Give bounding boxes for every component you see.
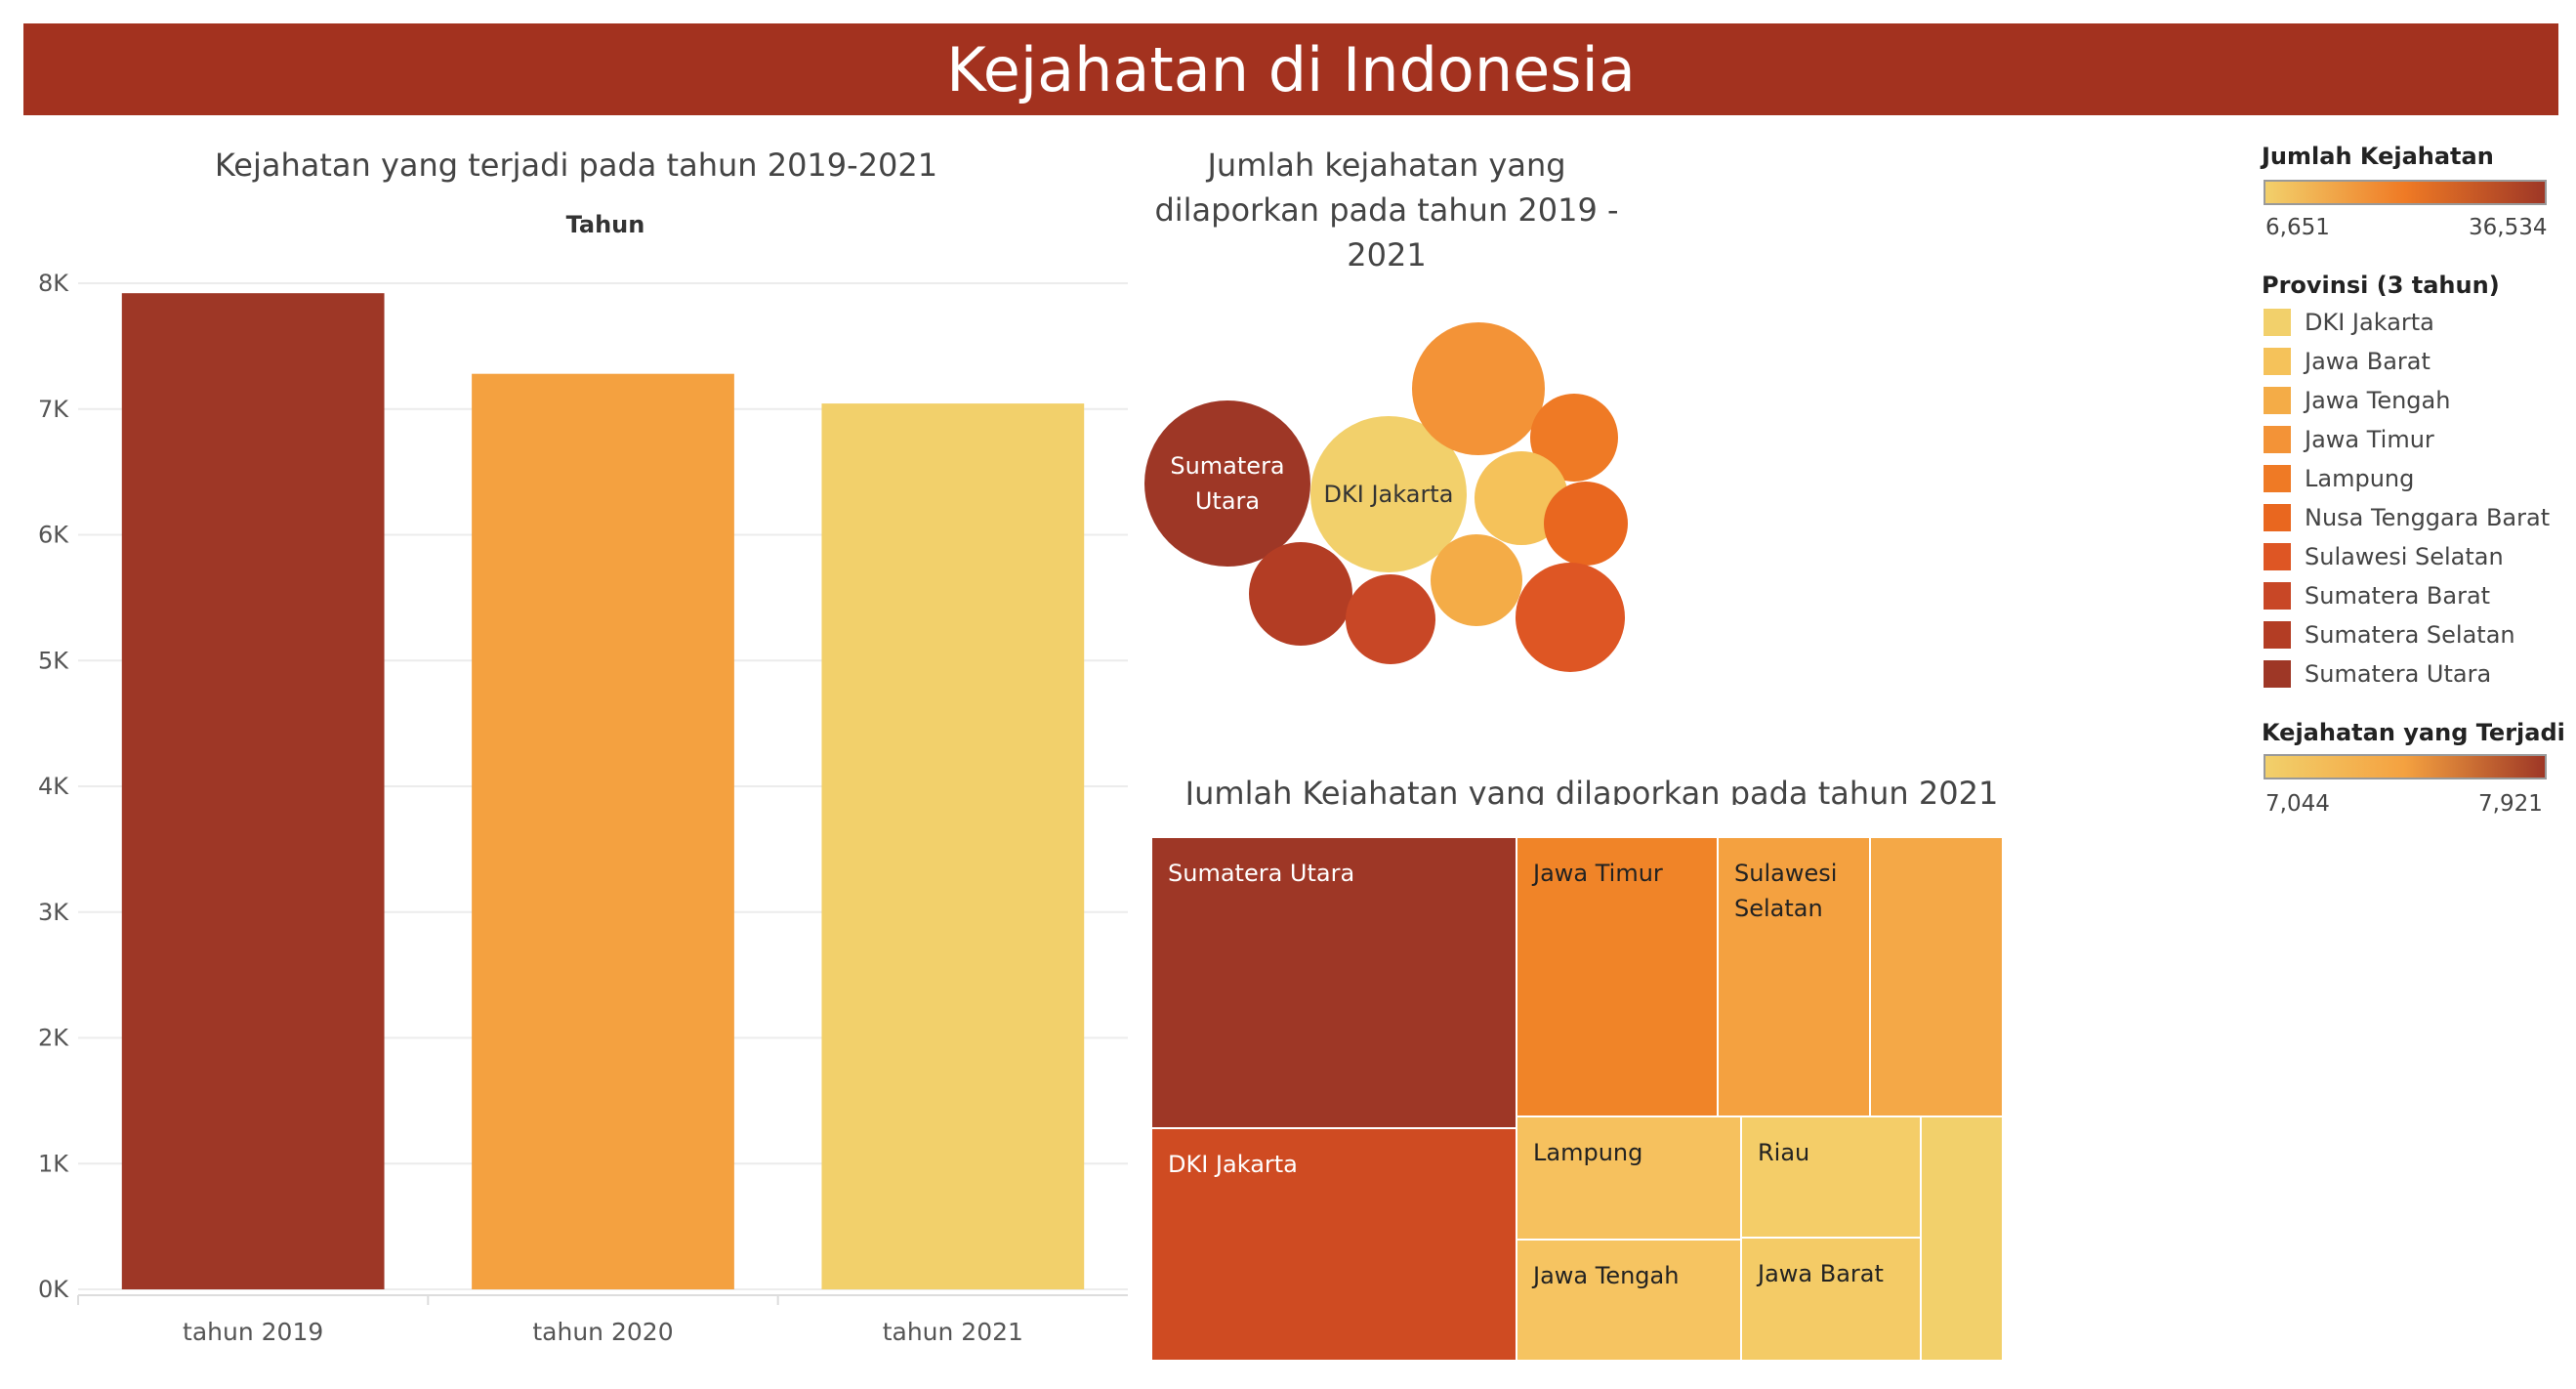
bubble[interactable]: [1431, 534, 1522, 626]
treemap-tile[interactable]: DKI Jakarta: [1152, 1129, 1516, 1360]
bubble[interactable]: [1516, 563, 1625, 672]
treemap-tile-label: Riau: [1758, 1139, 1810, 1166]
x-tick-label: tahun 2021: [883, 1318, 1023, 1346]
bubble-label: Utara: [1195, 487, 1260, 515]
treemap-tile-label: Jawa Barat: [1758, 1260, 1884, 1287]
treemap: Sumatera Utara DKI Jakarta Jawa Timur Sulaw…: [1152, 838, 2002, 1360]
legend-jumlah-kejahatan-min: 6,651: [2265, 215, 2330, 240]
legend-swatch: [2264, 543, 2291, 570]
treemap-tile-label: DKI Jakarta: [1168, 1151, 1298, 1178]
dashboard-title-banner: Kejahatan di Indonesia: [23, 23, 2558, 115]
legend-provinsi-item[interactable]: Sumatera Utara: [2264, 658, 2491, 690]
bubble[interactable]: [1544, 482, 1628, 566]
legend-label: Sumatera Utara: [2305, 660, 2492, 688]
legend-kejahatan-terjadi-gradient: [2264, 754, 2547, 779]
bubble[interactable]: [1249, 542, 1352, 646]
bubble-label: DKI Jakarta: [1324, 481, 1454, 508]
legend-swatch: [2264, 387, 2291, 414]
legend-provinsi-item[interactable]: Jawa Timur: [2264, 424, 2434, 455]
legend-swatch: [2264, 348, 2291, 375]
bar-chart-title: Kejahatan yang terjadi pada tahun 2019-2…: [214, 147, 938, 184]
legend-label: Sumatera Barat: [2305, 582, 2491, 610]
legend-label: Nusa Tenggara Barat: [2305, 504, 2551, 531]
legend-provinsi-title: Provinsi (3 tahun): [2262, 272, 2500, 299]
y-tick-label: 5K: [38, 647, 69, 674]
treemap-tile[interactable]: Riau: [1742, 1117, 1920, 1237]
bubble[interactable]: [1530, 394, 1618, 482]
bar-chart-subtitle: Tahun: [565, 211, 645, 238]
treemap-tile[interactable]: Lampung: [1517, 1117, 1740, 1239]
y-tick-label: 4K: [38, 773, 69, 800]
legend-swatch: [2264, 621, 2291, 649]
legend-jumlah-kejahatan-max: 36,534: [2469, 215, 2548, 240]
bubble[interactable]: [1144, 400, 1310, 567]
legend-label: DKI Jakarta: [2305, 309, 2434, 336]
bar[interactable]: [121, 293, 385, 1289]
legend-provinsi-item[interactable]: Lampung: [2264, 463, 2414, 494]
legend-label: Sulawesi Selatan: [2305, 543, 2504, 570]
bubble[interactable]: [1310, 416, 1467, 572]
treemap-tile-label: Jawa Timur: [1533, 860, 1663, 887]
legend-provinsi-item[interactable]: Sulawesi Selatan: [2264, 541, 2504, 572]
treemap-tile[interactable]: Sumatera Utara: [1152, 838, 1516, 1127]
treemap-tile-label: Sulawesi Selatan: [1734, 860, 1838, 922]
legend-provinsi-item[interactable]: Nusa Tenggara Barat: [2264, 502, 2550, 533]
treemap-tile-label: Sumatera Utara: [1168, 860, 1355, 887]
bubble-label: Sumatera: [1170, 452, 1284, 480]
legend-provinsi-item[interactable]: Jawa Tengah: [2264, 385, 2450, 416]
treemap-tile-label: Jawa Tengah: [1533, 1262, 1680, 1289]
treemap-title: Jumlah Kejahatan yang dilaporkan pada ta…: [1184, 775, 1999, 805]
legend-swatch: [2264, 465, 2291, 492]
legend-label: Sumatera Selatan: [2305, 621, 2515, 649]
legend-kejahatan-terjadi-min: 7,044: [2265, 791, 2330, 817]
dashboard-title: Kejahatan di Indonesia: [946, 33, 1636, 105]
bubble[interactable]: [1346, 574, 1435, 664]
treemap-tile[interactable]: Sulawesi Selatan: [1719, 838, 1869, 1115]
legend-label: Jawa Barat: [2305, 348, 2431, 375]
bar-chart: 0K 1K 2K 3K 4K 5K 6K 7K 8K tahun 2019 tahun 2020 ta…: [38, 270, 1128, 1346]
legend-label: Lampung: [2305, 465, 2415, 492]
legend-label: Jawa Timur: [2305, 426, 2434, 453]
treemap-tile[interactable]: Jawa Timur: [1517, 838, 1717, 1115]
y-tick-label: 0K: [38, 1276, 69, 1303]
treemap-tile[interactable]: Jawa Tengah: [1517, 1241, 1740, 1360]
legend-provinsi-item[interactable]: Sumatera Selatan: [2264, 619, 2515, 651]
y-tick-label: 1K: [38, 1150, 69, 1177]
y-tick-label: 8K: [38, 270, 69, 297]
x-tick-label: tahun 2019: [183, 1318, 323, 1346]
legend-kejahatan-terjadi-title: Kejahatan yang Terjadi: [2262, 719, 2565, 746]
legend-provinsi-item[interactable]: Sumatera Barat: [2264, 580, 2490, 611]
legend-label: Jawa Tengah: [2305, 387, 2451, 414]
bubble[interactable]: [1412, 322, 1545, 455]
legend-swatch: [2264, 309, 2291, 336]
y-tick-label: 3K: [38, 899, 69, 926]
legend-swatch: [2264, 660, 2291, 688]
bubble-chart: Sumatera Utara DKI Jakarta: [1144, 322, 1628, 672]
legend-swatch: [2264, 504, 2291, 531]
legend-swatch: [2264, 582, 2291, 610]
legend-jumlah-kejahatan-gradient: [2264, 180, 2547, 205]
bubble-chart-title: Jumlah kejahatan yang dilaporkan pada ta…: [1154, 147, 1619, 274]
x-tick-label: tahun 2020: [532, 1318, 673, 1346]
treemap-tile[interactable]: Jawa Barat: [1742, 1239, 1920, 1360]
treemap-tile-label: Lampung: [1533, 1139, 1643, 1166]
legend-kejahatan-terjadi-max: 7,921: [2478, 791, 2543, 817]
treemap-tile[interactable]: [1871, 838, 2002, 1115]
bar[interactable]: [472, 373, 734, 1289]
y-tick-label: 6K: [38, 522, 69, 549]
treemap-tile[interactable]: [1922, 1117, 2002, 1360]
y-tick-label: 7K: [38, 396, 69, 423]
y-tick-label: 2K: [38, 1025, 69, 1052]
legend-provinsi-item[interactable]: DKI Jakarta: [2264, 307, 2434, 338]
legend-swatch: [2264, 426, 2291, 453]
legend-jumlah-kejahatan-title: Jumlah Kejahatan: [2262, 143, 2494, 170]
bar[interactable]: [821, 403, 1085, 1289]
legend-provinsi-item[interactable]: Jawa Barat: [2264, 346, 2431, 377]
